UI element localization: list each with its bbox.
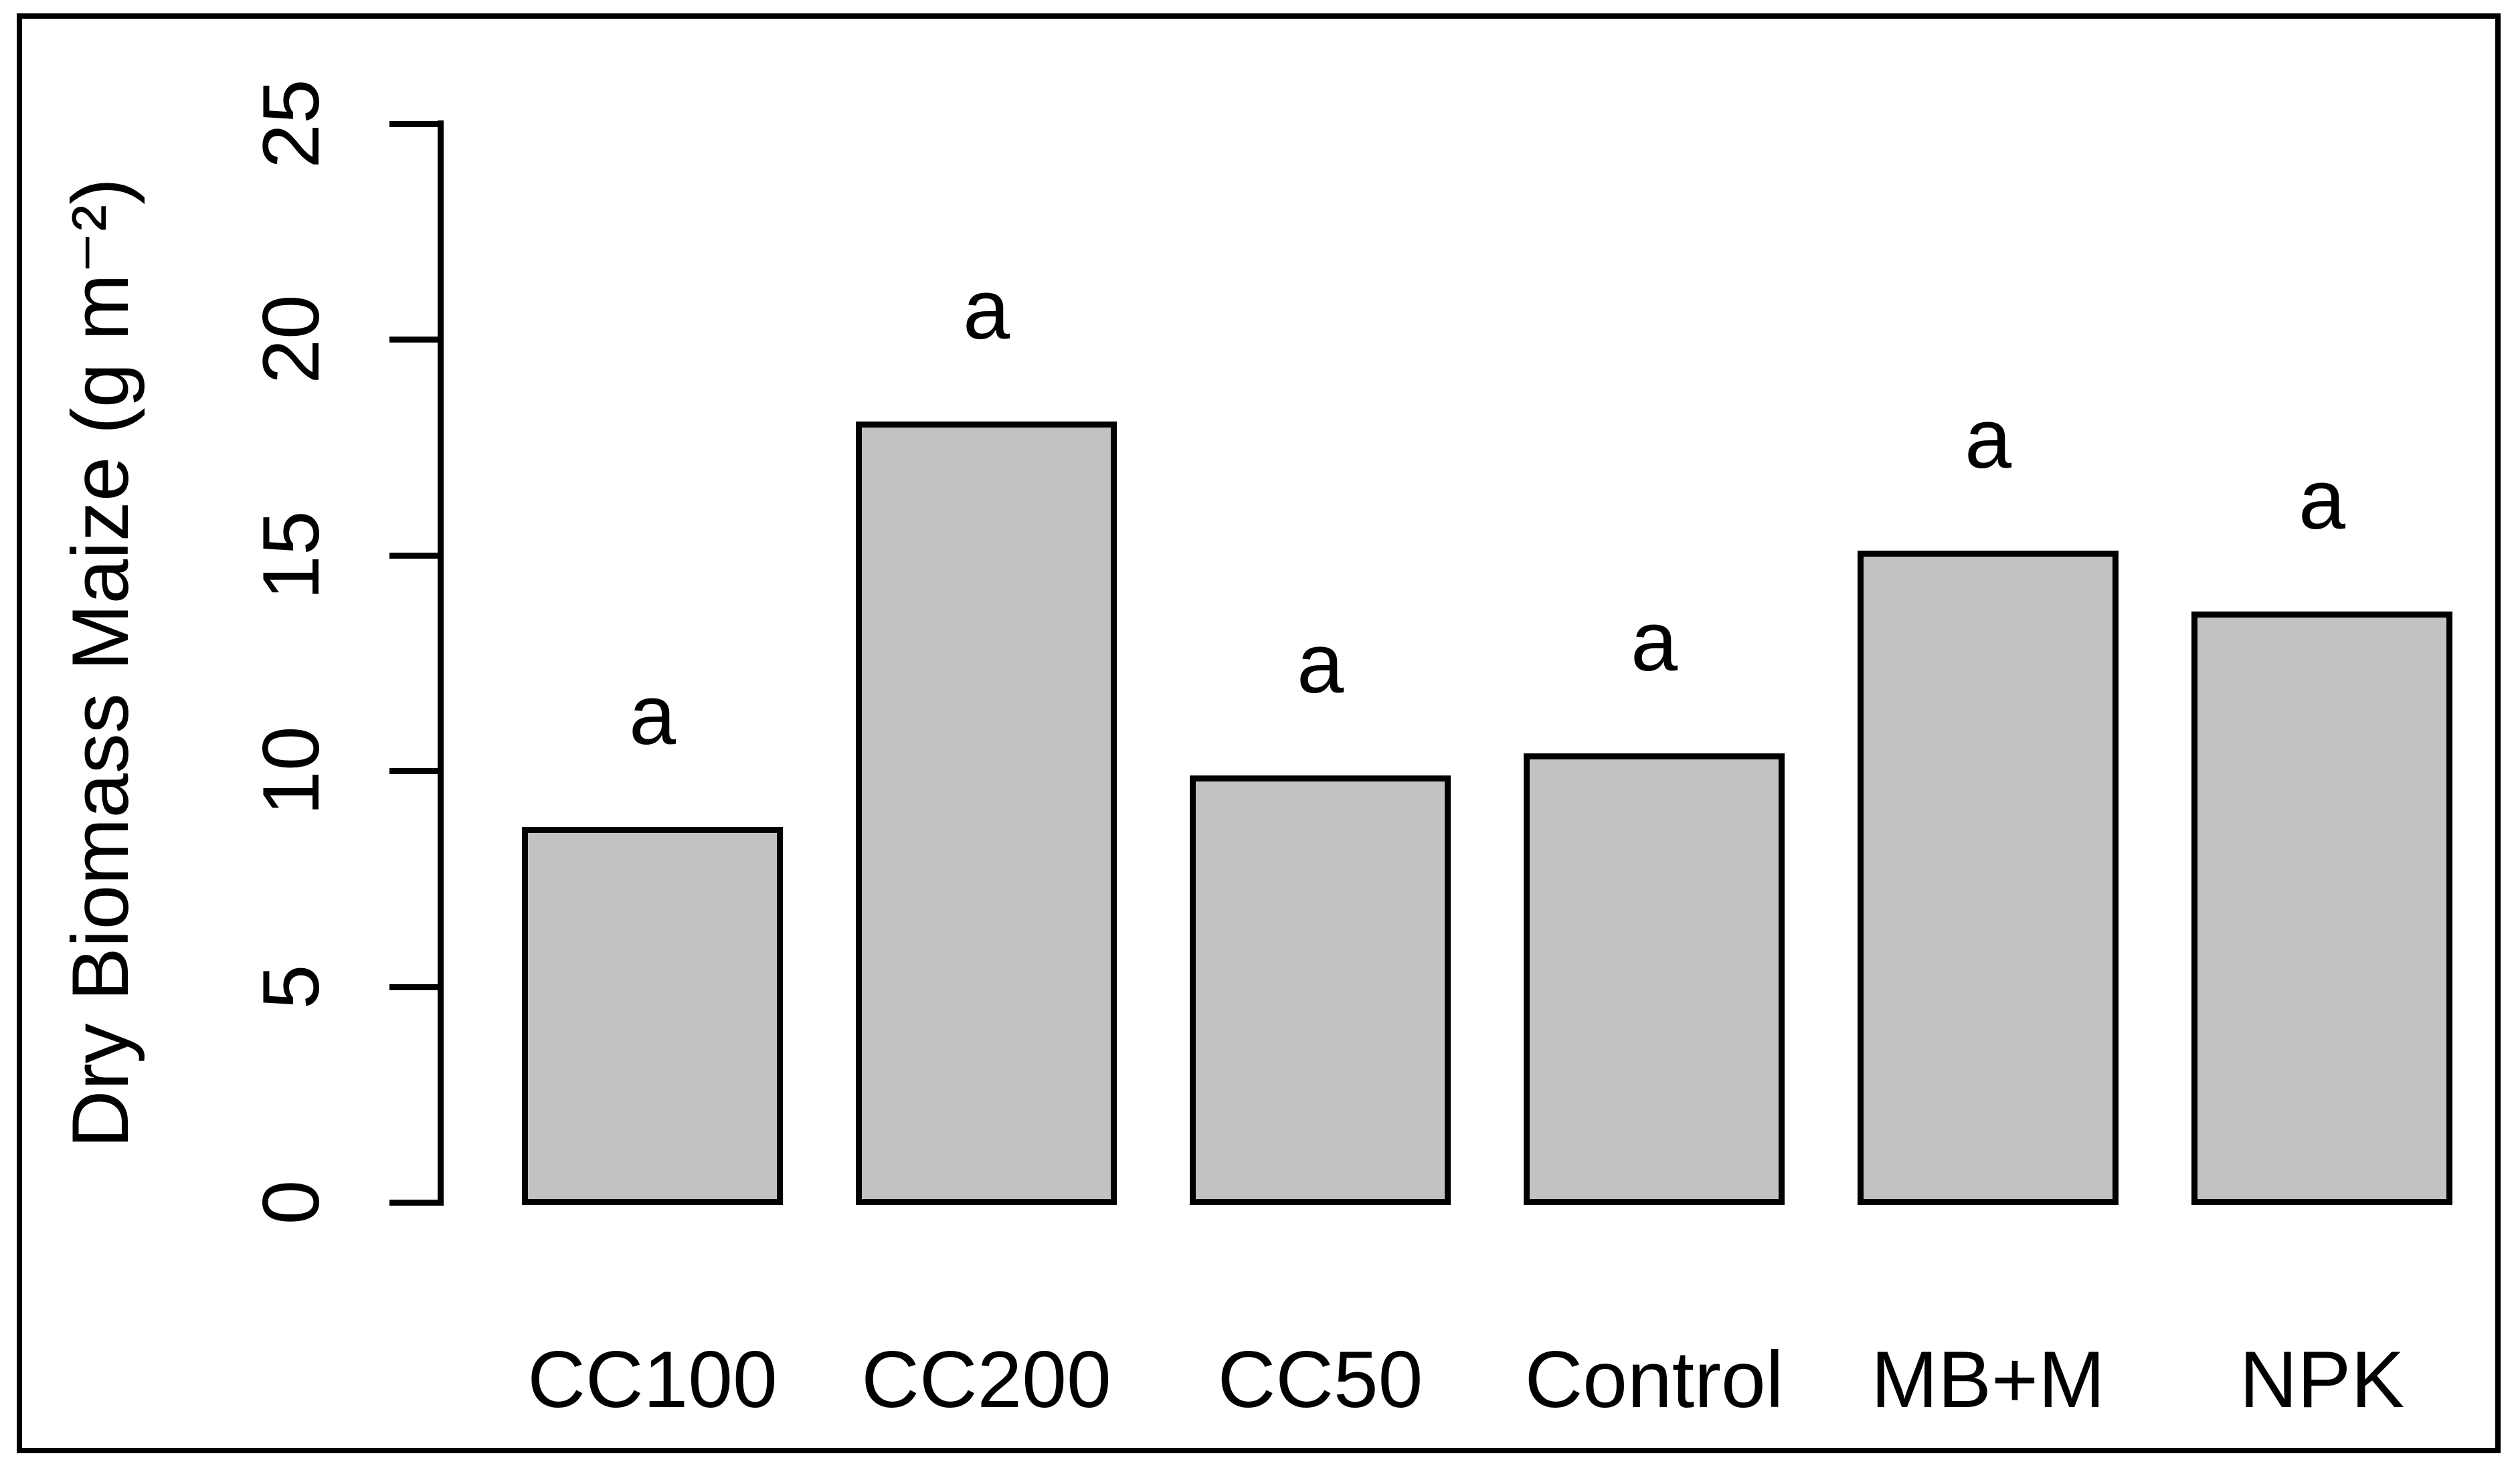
y-axis-tick — [389, 1200, 438, 1206]
bar-MB+M — [1858, 551, 2119, 1205]
significance-letter: a — [2298, 452, 2346, 547]
bar-NPK — [2191, 611, 2452, 1205]
y-axis-line — [438, 120, 444, 1206]
significance-letter: a — [1964, 391, 2012, 486]
x-axis-category-label: CC200 — [861, 1335, 1111, 1424]
y-axis-tick — [389, 337, 438, 343]
x-axis-category-label: CC100 — [527, 1335, 778, 1424]
y-axis-tick-label: 25 — [246, 79, 336, 169]
y-axis-tick — [389, 768, 438, 775]
y-axis-tick-label: 10 — [246, 726, 336, 816]
bar-CC200 — [856, 421, 1117, 1205]
significance-letter: a — [962, 262, 1010, 357]
y-axis-tick-label: 20 — [246, 294, 336, 385]
significance-letter: a — [628, 668, 677, 763]
y-axis-tick-label: 0 — [246, 1180, 336, 1225]
x-axis-category-label: CC50 — [1217, 1335, 1423, 1424]
figure-border — [17, 13, 2501, 1453]
y-axis-tick — [389, 121, 438, 127]
bar-CC50 — [1190, 775, 1451, 1205]
bar-CC100 — [522, 827, 783, 1205]
y-axis-tick — [389, 984, 438, 990]
y-axis-tick-label: 5 — [246, 964, 336, 1009]
significance-letter: a — [1296, 616, 1344, 711]
y-axis-tick-label: 15 — [246, 511, 336, 600]
y-axis-title: Dry Biomass Maize (g m⁻²) — [56, 177, 145, 1149]
significance-letter: a — [1630, 594, 1678, 689]
y-axis-tick — [389, 552, 438, 559]
x-axis-category-label: NPK — [2239, 1335, 2405, 1424]
bar-Control — [1524, 753, 1785, 1205]
x-axis-category-label: Control — [1524, 1335, 1784, 1424]
x-axis-category-label: MB+M — [1870, 1335, 2106, 1424]
